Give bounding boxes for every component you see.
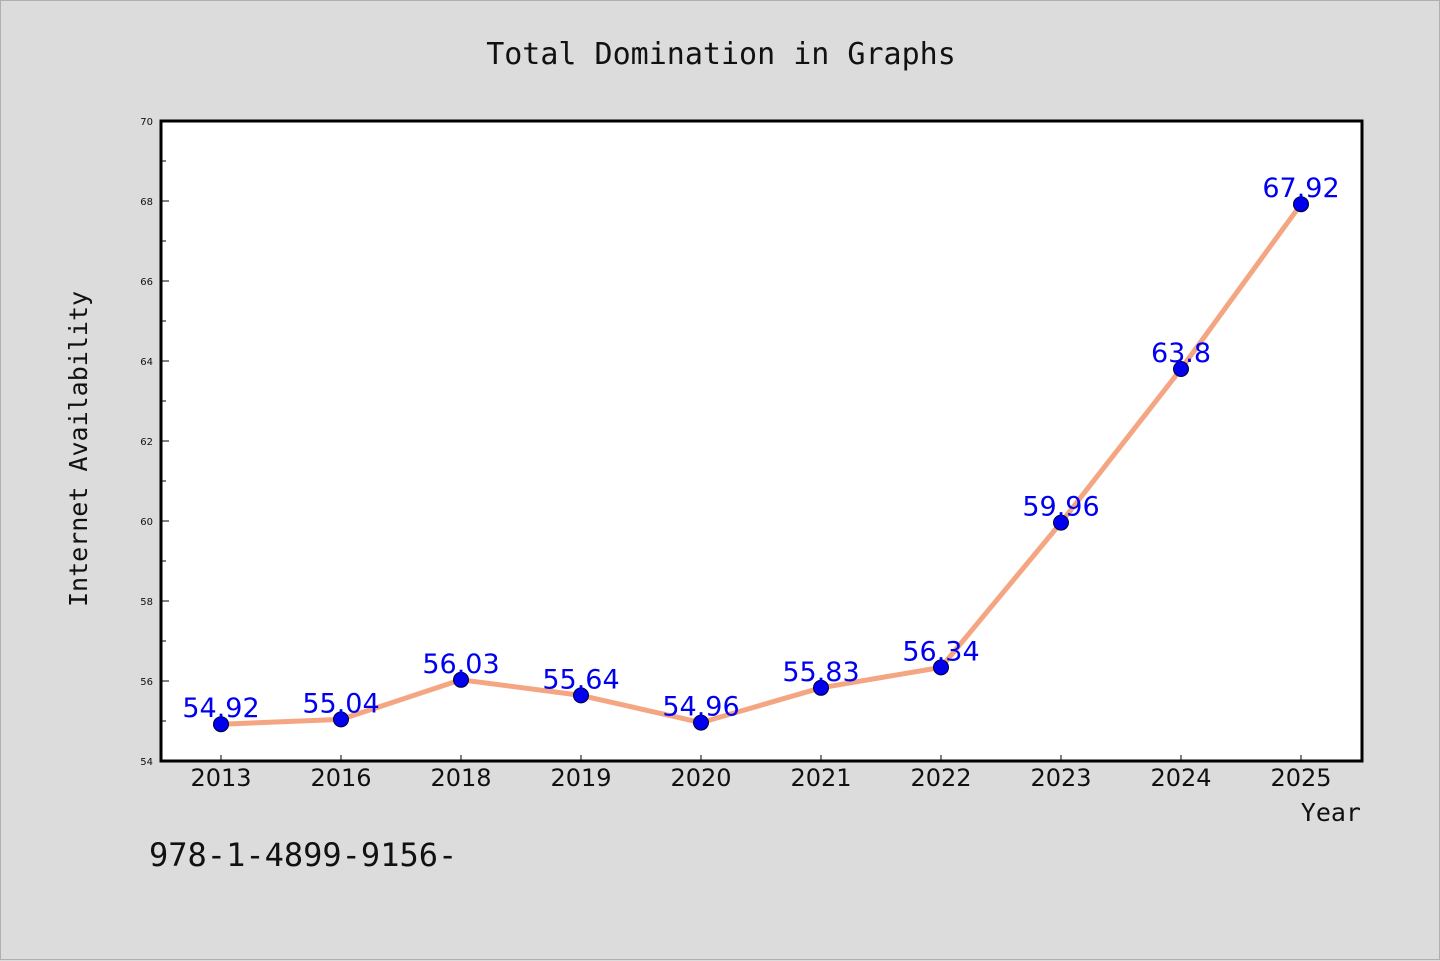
data-value-label: 59.96 (1022, 492, 1099, 523)
y-tick-label: 64 (140, 357, 153, 368)
data-point-marker (1173, 361, 1189, 377)
x-tick-label: 2024 (1150, 764, 1211, 792)
data-value-label: 56.34 (902, 636, 979, 667)
x-tick-label: 2013 (190, 764, 251, 792)
y-tick-label: 66 (140, 277, 153, 288)
data-point-marker (1293, 196, 1309, 213)
data-point-marker (213, 716, 229, 733)
data-value-label: 67.92 (1262, 173, 1339, 204)
data-value-label: 55.64 (542, 664, 619, 695)
y-tick-label: 56 (140, 677, 153, 688)
isbn-footer-text: 978-1-4899-9156- (149, 836, 457, 874)
y-tick-label: 60 (140, 517, 153, 528)
y-tick-label: 68 (140, 197, 153, 208)
y-tick-label: 70 (140, 117, 153, 128)
data-point-marker (573, 687, 589, 704)
x-tick-label: 2016 (310, 764, 371, 792)
data-value-label: 56.03 (422, 649, 499, 680)
y-tick-label: 54 (140, 757, 153, 768)
data-point-marker (933, 659, 949, 676)
x-tick-label: 2018 (430, 764, 491, 792)
x-tick-label: 2025 (1270, 764, 1331, 792)
data-point-marker (1053, 514, 1069, 531)
x-axis: 2013 2016 2018 2019 2020 2021 2022 2023 2024 2025 (190, 755, 1332, 792)
data-point-marker (333, 711, 349, 728)
x-axis-label: Year (1301, 798, 1361, 827)
data-value-label: 54.92 (182, 693, 259, 724)
plot-area (159, 119, 1364, 763)
y-axis: 54 56 58 60 62 64 66 68 70 (140, 117, 169, 768)
data-point-marker (693, 714, 709, 731)
data-value-label: 54.96 (662, 692, 739, 723)
y-tick-label: 58 (140, 597, 153, 608)
data-value-label: 55.04 (302, 688, 379, 719)
y-tick-label: 62 (140, 437, 153, 448)
x-tick-label: 2021 (790, 764, 851, 792)
data-point-marker (453, 671, 469, 688)
series-line (218, 201, 1304, 727)
data-series: 54.92 55.04 56.03 55.64 54.96 55.83 56.34 59.96… (182, 173, 1340, 733)
data-value-label: 55.83 (782, 657, 859, 688)
chart-title: Total Domination in Graphs (486, 37, 956, 72)
data-point-marker (813, 679, 829, 696)
x-tick-label: 2023 (1030, 764, 1091, 792)
x-tick-label: 2020 (670, 764, 731, 792)
y-axis-label: Internet Availability (64, 291, 93, 607)
x-tick-label: 2019 (550, 764, 611, 792)
data-value-label: 63.8 (1151, 338, 1211, 369)
x-tick-label: 2022 (910, 764, 971, 792)
